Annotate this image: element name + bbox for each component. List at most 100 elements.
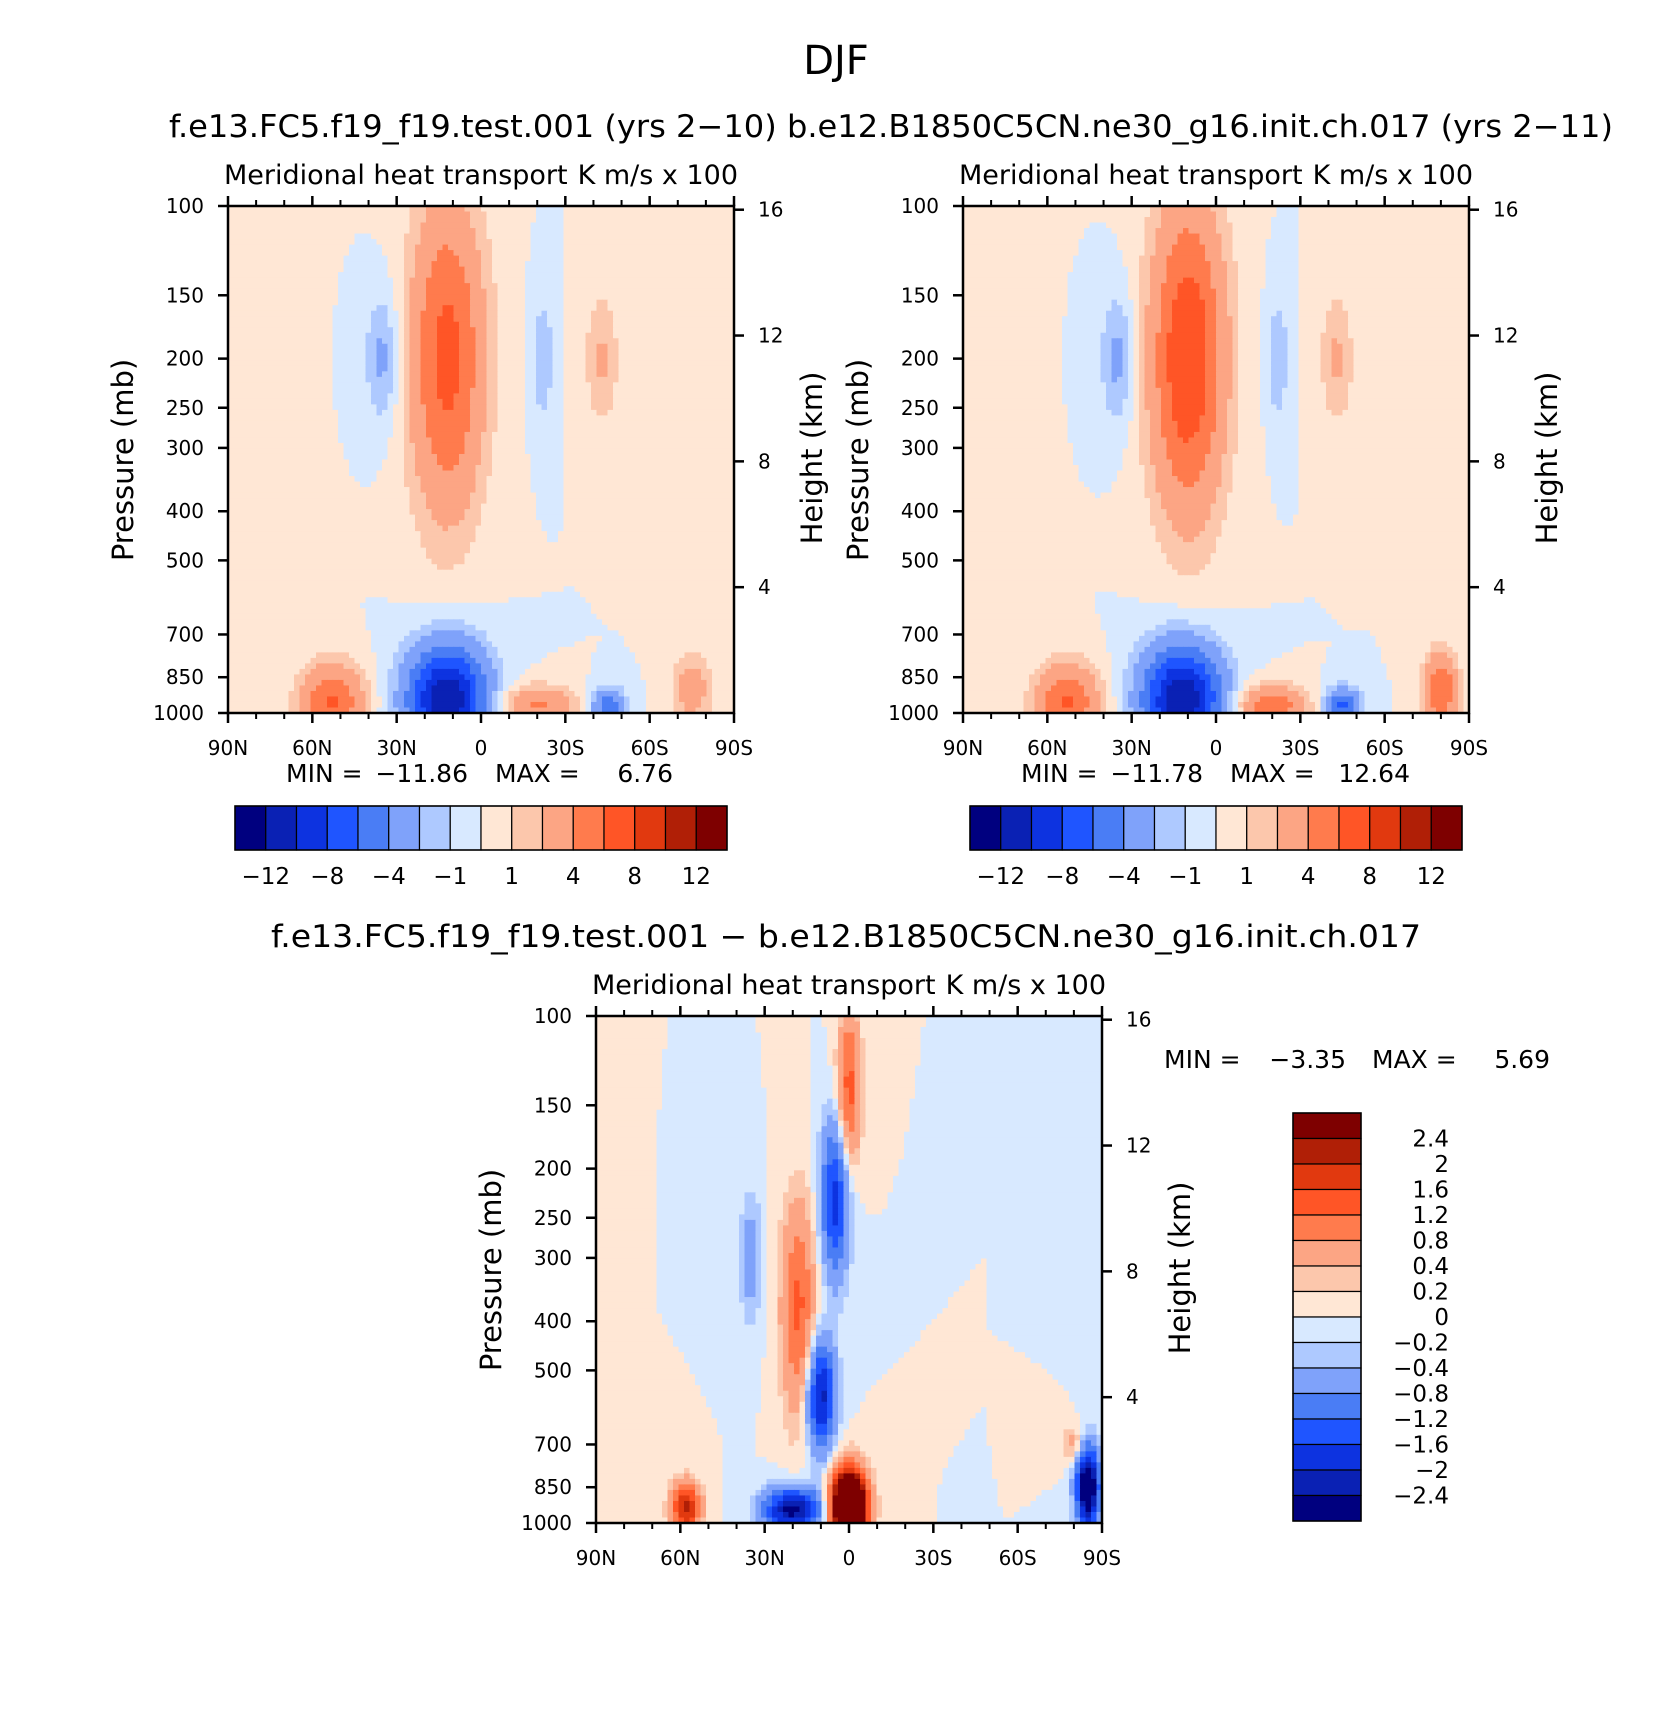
field-cell xyxy=(415,272,421,278)
field-cell xyxy=(465,454,471,460)
field-cell xyxy=(542,437,548,443)
field-cell xyxy=(487,421,493,427)
field-cell xyxy=(239,448,245,454)
field-cell xyxy=(410,316,416,322)
field-cell xyxy=(514,239,520,245)
field-cell xyxy=(305,498,311,504)
field-cell xyxy=(245,443,251,449)
field-cell xyxy=(300,504,306,510)
field-cell xyxy=(564,300,570,306)
field-cell xyxy=(707,272,713,278)
field-cell xyxy=(547,388,553,394)
field-cell xyxy=(239,498,245,504)
field-cell xyxy=(283,316,289,322)
field-cell xyxy=(690,355,696,361)
field-cell xyxy=(415,294,421,300)
field-cell xyxy=(250,316,256,322)
field-cell xyxy=(366,471,372,477)
field-cell xyxy=(547,338,553,344)
field-cell xyxy=(404,267,410,273)
field-cell xyxy=(366,388,372,394)
field-cell xyxy=(520,316,526,322)
field-cell xyxy=(443,256,449,262)
field-cell xyxy=(344,498,350,504)
field-cell xyxy=(685,278,691,284)
field-cell xyxy=(399,250,405,256)
field-cell xyxy=(261,460,267,466)
field-cell xyxy=(421,338,427,344)
field-cell xyxy=(569,493,575,499)
field-cell xyxy=(679,344,685,350)
field-cell xyxy=(663,443,669,449)
field-cell xyxy=(492,294,498,300)
field-cell xyxy=(718,476,724,482)
field-cell xyxy=(690,245,696,251)
field-cell xyxy=(525,404,531,410)
field-cell xyxy=(349,333,355,339)
field-cell xyxy=(432,250,438,256)
field-cell xyxy=(256,504,262,510)
field-cell xyxy=(410,228,416,234)
field-cell xyxy=(377,311,383,317)
field-cell xyxy=(404,294,410,300)
field-cell xyxy=(503,399,509,405)
field-cell xyxy=(668,399,674,405)
field-cell xyxy=(250,432,256,438)
field-cell xyxy=(349,493,355,499)
field-cell xyxy=(459,421,465,427)
field-cell xyxy=(575,267,581,273)
field-cell xyxy=(520,465,526,471)
field-cell xyxy=(272,217,278,223)
field-cell xyxy=(685,355,691,361)
field-cell xyxy=(597,327,603,333)
field-cell xyxy=(580,410,586,416)
field-cell xyxy=(382,234,388,240)
field-cell xyxy=(586,460,592,466)
field-cell xyxy=(355,272,361,278)
field-cell xyxy=(481,333,487,339)
field-cell xyxy=(663,415,669,421)
field-cell xyxy=(459,371,465,377)
field-cell xyxy=(547,432,553,438)
field-cell xyxy=(256,432,262,438)
field-cell xyxy=(294,360,300,366)
field-cell xyxy=(448,454,454,460)
field-cell xyxy=(267,245,273,251)
field-cell xyxy=(300,382,306,388)
field-cell xyxy=(723,333,729,339)
field-cell xyxy=(349,498,355,504)
field-cell xyxy=(465,476,471,482)
field-cell xyxy=(272,432,278,438)
field-cell xyxy=(553,498,559,504)
field-cell xyxy=(448,228,454,234)
field-cell xyxy=(454,421,460,427)
field-cell xyxy=(245,212,251,218)
field-cell xyxy=(569,223,575,229)
field-cell xyxy=(437,404,443,410)
field-cell xyxy=(388,415,394,421)
field-cell xyxy=(652,493,658,499)
field-cell xyxy=(663,223,669,229)
field-cell xyxy=(536,344,542,350)
field-cell xyxy=(454,415,460,421)
field-cell xyxy=(459,404,465,410)
field-cell xyxy=(261,388,267,394)
field-cell xyxy=(701,493,707,499)
field-cell xyxy=(404,366,410,372)
field-cell xyxy=(256,460,262,466)
field-cell xyxy=(707,223,713,229)
field-cell xyxy=(663,366,669,372)
field-cell xyxy=(624,333,630,339)
field-cell xyxy=(393,338,399,344)
field-cell xyxy=(465,245,471,251)
field-cell xyxy=(371,344,377,350)
field-cell xyxy=(575,360,581,366)
field-cell xyxy=(322,212,328,218)
field-cell xyxy=(696,460,702,466)
field-cell xyxy=(355,338,361,344)
field-cell xyxy=(371,366,377,372)
field-cell xyxy=(239,410,245,416)
field-cell xyxy=(619,217,625,223)
field-cell xyxy=(278,283,284,289)
field-cell xyxy=(245,272,251,278)
